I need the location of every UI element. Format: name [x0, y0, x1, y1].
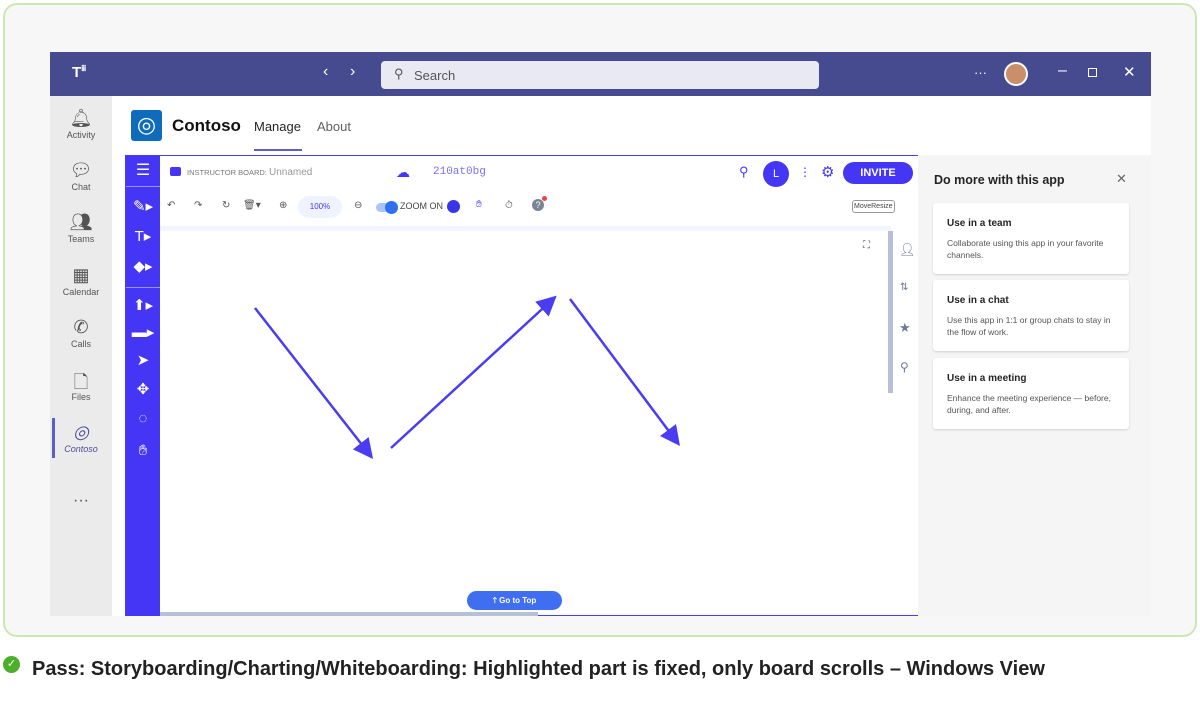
pointer-icon[interactable]: ➤	[136, 352, 150, 369]
board-code: 210at0bg	[433, 166, 486, 178]
board-label: INSTRUCTOR BOARD:	[187, 168, 267, 177]
rail-item-files[interactable]: 🗋 Files	[50, 370, 112, 402]
bell-icon: 🔔︎	[69, 108, 93, 128]
refresh-icon[interactable]: ↻	[222, 200, 231, 211]
cloud-save-icon[interactable]: ☁	[396, 164, 410, 180]
rail-item-calls[interactable]: ✆ Calls	[50, 317, 112, 349]
rail-item-activity[interactable]: 🔔︎ Activity	[50, 108, 112, 140]
move-resize-button[interactable]: MoveResize	[852, 200, 895, 213]
close-icon[interactable]: ✕	[1123, 64, 1136, 81]
toolbox-icon[interactable]: ▬▸	[131, 324, 155, 341]
vertical-scrollbar[interactable]	[888, 231, 893, 393]
more-icon[interactable]: ···	[974, 65, 987, 80]
pass-check-icon: ✓	[3, 656, 20, 673]
panel-title: Do more with this app	[934, 173, 1065, 187]
file-icon: 🗋	[73, 372, 89, 392]
horizontal-scrollbar[interactable]	[160, 612, 538, 616]
search-input[interactable]: ⚲ Search	[381, 61, 819, 89]
fullscreen-icon[interactable]: ⛶	[863, 240, 870, 251]
app-title: Contoso	[172, 116, 241, 135]
calendar-icon: ▦	[72, 265, 90, 285]
active-tab-indicator	[254, 149, 302, 151]
go-to-top-button[interactable]: 🡑 Go to Top	[467, 591, 562, 610]
hand-icon[interactable]: ✋︎	[138, 442, 148, 459]
teams-icon: 👥︎	[69, 212, 93, 232]
whiteboard: ☰ ✎▸ T▸ ◆▸ ⬆▸ ▬▸ ➤ ✥ ◌ ✋︎ INSTRUCTOR BOA…	[125, 155, 919, 616]
title-bar: Tⅲ ‹ › ⚲ Search ··· – ✕	[50, 52, 1151, 96]
card-use-in-meeting[interactable]: Use in a meeting Enhance the meeting expe…	[933, 358, 1129, 429]
timer-icon[interactable]: ⏱︎	[505, 200, 513, 211]
location-icon[interactable]: ⚲	[739, 164, 749, 179]
contoso-icon: ◎	[73, 422, 89, 442]
card-use-in-chat[interactable]: Use in a chat Use this app in 1:1 or grou…	[933, 280, 1129, 351]
tab-manage[interactable]: Manage	[254, 119, 301, 134]
pen-icon[interactable]: ✎▸	[132, 198, 154, 215]
lasso-icon[interactable]: ◌	[138, 410, 148, 427]
undo-icon[interactable]: ↶	[167, 200, 176, 211]
zoom-out-icon[interactable]: ⊖	[354, 200, 363, 211]
app-header: ◎ Contoso Manage About	[112, 96, 1151, 154]
favorites-icon[interactable]: ★	[899, 320, 911, 335]
arrow-stroke[interactable]	[254, 307, 374, 459]
invite-button[interactable]: INVITE	[843, 162, 913, 184]
card-use-in-team[interactable]: Use in a team Collaborate using this app …	[933, 203, 1129, 274]
raise-hand-icon[interactable]: ✋︎	[476, 199, 482, 210]
delete-icon[interactable]: 🗑︎▾	[243, 200, 261, 211]
board-name: Unnamed	[269, 167, 313, 178]
contoso-logo-icon: ◎	[131, 110, 162, 141]
redo-icon[interactable]: ↷	[194, 200, 203, 211]
maximize-icon[interactable]	[1088, 68, 1097, 77]
rail-item-contoso[interactable]: ◎ Contoso	[50, 418, 112, 458]
rail-item-teams[interactable]: 👥︎ Teams	[50, 212, 112, 244]
zoom-level: 100%	[298, 196, 342, 218]
zoom-in-icon[interactable]: ⊕	[279, 200, 288, 211]
minimize-icon[interactable]: –	[1058, 62, 1067, 79]
translate-icon[interactable]: ⇅	[900, 282, 909, 293]
search-icon: ⚲	[394, 66, 404, 81]
tab-about[interactable]: About	[317, 119, 351, 134]
help-icon[interactable]: ?	[532, 199, 544, 211]
settings-icon[interactable]: ⚙	[821, 164, 835, 181]
caption: Pass: Storyboarding/Charting/Whiteboardi…	[32, 658, 1045, 680]
teams-window: Tⅲ ‹ › ⚲ Search ··· – ✕ 🔔︎ Activity 💬︎ Cha…	[50, 52, 1151, 616]
chat-icon: 💬︎	[69, 160, 93, 180]
zoom-toggle-label: ZOOM ON	[400, 201, 443, 211]
canvas-top-strip	[160, 226, 891, 231]
left-toolbar: ☰ ✎▸ T▸ ◆▸ ⬆▸ ▬▸ ➤ ✥ ◌ ✋︎	[126, 156, 160, 616]
kebab-icon[interactable]: ⋮	[799, 165, 811, 179]
upload-icon[interactable]: ⬆▸	[132, 297, 154, 314]
arrow-stroke[interactable]	[390, 295, 557, 449]
do-more-panel: Do more with this app ✕ Use in a team Col…	[918, 155, 1151, 616]
rail-item-chat[interactable]: 💬︎ Chat	[50, 160, 112, 192]
board-search-icon[interactable]: ⚲	[900, 360, 909, 374]
zoom-toggle[interactable]	[376, 201, 398, 214]
eraser-icon[interactable]: ◆▸	[133, 258, 153, 275]
user-avatar[interactable]: L	[763, 161, 789, 187]
arrow-stroke[interactable]	[568, 298, 680, 447]
app-rail: 🔔︎ Activity 💬︎ Chat 👥︎ Teams ▦ Calendar ✆ Cal…	[50, 96, 112, 616]
forward-icon[interactable]: ›	[350, 63, 356, 80]
teams-logo-icon: Tⅲ	[72, 64, 87, 81]
participants-icon[interactable]: 👤︎	[899, 242, 916, 257]
drawing-canvas[interactable]	[160, 231, 888, 612]
rail-more[interactable]: ···	[73, 492, 89, 509]
move-icon[interactable]: ✥	[136, 381, 150, 398]
avatar[interactable]	[1004, 62, 1028, 86]
text-icon[interactable]: T▸	[134, 228, 152, 245]
phone-icon: ✆	[73, 317, 89, 337]
back-icon[interactable]: ‹	[323, 63, 329, 80]
color-picker[interactable]	[447, 200, 460, 213]
board-icon	[170, 167, 181, 176]
notification-dot	[542, 196, 547, 201]
arrow-up-icon: 🡑	[492, 596, 500, 605]
rail-item-calendar[interactable]: ▦ Calendar	[50, 265, 112, 297]
menu-icon[interactable]: ☰	[135, 162, 151, 179]
panel-close-icon[interactable]: ✕	[1116, 171, 1127, 186]
